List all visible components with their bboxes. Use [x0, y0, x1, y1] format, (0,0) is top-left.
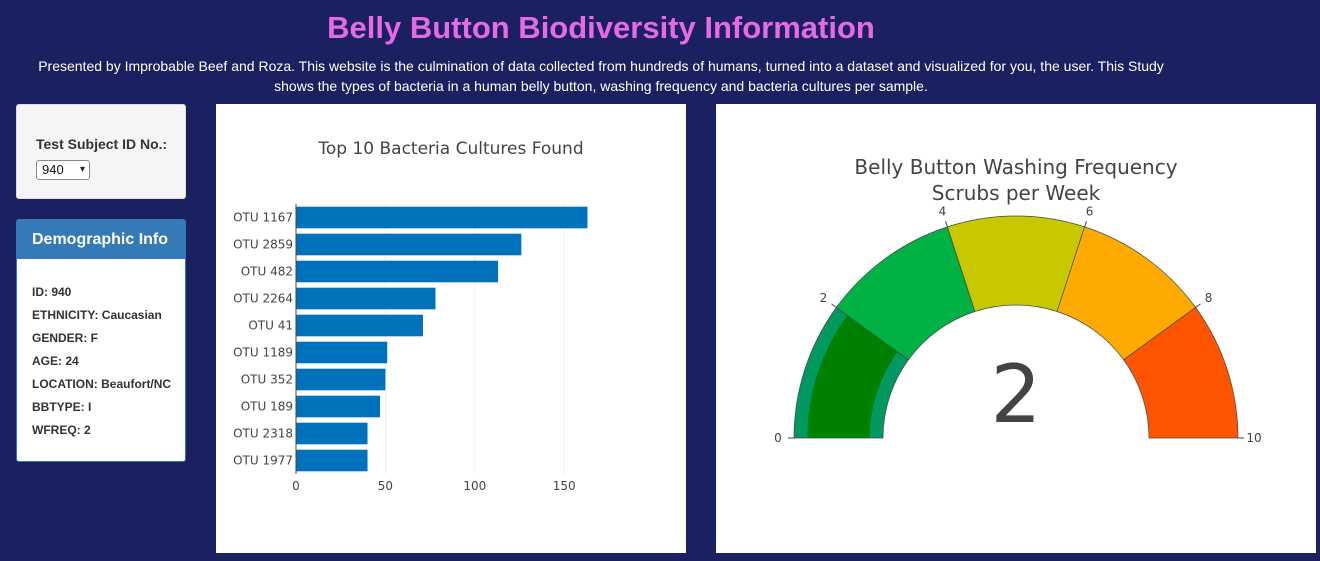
bar-chart-title: Top 10 Bacteria Cultures Found	[317, 139, 583, 159]
bar	[296, 422, 368, 445]
bar	[296, 233, 522, 256]
x-tick-label: 0	[292, 479, 300, 493]
demo-gender: GENDER: F	[32, 331, 98, 345]
gauge-tick-label: 10	[1246, 431, 1261, 445]
y-tick-label: OTU 352	[241, 373, 293, 387]
gauge-tick-label: 0	[774, 431, 782, 445]
y-tick-label: OTU 189	[241, 400, 293, 414]
demo-wfreq: WFREQ: 2	[32, 423, 91, 437]
y-tick-label: OTU 1189	[233, 346, 293, 360]
y-tick-label: OTU 2859	[233, 238, 293, 252]
y-tick-label: OTU 41	[248, 319, 293, 333]
demographic-info-heading: Demographic Info	[17, 220, 185, 259]
bar	[296, 368, 386, 391]
demographic-info-panel: Demographic Info ID: 940 ETHNICITY: Cauc…	[16, 219, 186, 462]
demo-id: ID: 940	[32, 285, 72, 299]
page-title: Belly Button Biodiversity Information	[327, 10, 875, 45]
subject-id-selected-value: 940	[42, 162, 64, 177]
bar	[296, 287, 436, 310]
subject-selector-label: Test Subject ID No.:	[36, 136, 168, 152]
demographic-info-body: ID: 940 ETHNICITY: Caucasian GENDER: F A…	[17, 259, 185, 446]
demo-ethnicity: ETHNICITY: Caucasian	[32, 308, 162, 322]
description-line-2: shows the types of bacteria in a human b…	[274, 78, 928, 94]
gauge-tick	[1195, 303, 1201, 308]
subject-id-dropdown[interactable]: 940 ▾	[36, 160, 90, 180]
gauge-tick	[1084, 221, 1087, 228]
demo-bbtype: BBTYPE: I	[32, 400, 92, 414]
y-tick-label: OTU 1167	[233, 211, 293, 225]
gauge-tick-label: 8	[1205, 291, 1213, 305]
demo-location: LOCATION: Beaufort/NC	[32, 377, 172, 391]
gauge-tick	[831, 303, 837, 308]
y-tick-label: OTU 1977	[233, 454, 293, 468]
bar	[296, 449, 368, 472]
y-tick-label: OTU 2264	[233, 292, 293, 306]
chevron-down-icon: ▾	[79, 164, 85, 175]
bar	[296, 314, 423, 337]
bar-chart[interactable]: Top 10 Bacteria Cultures Found 0 50 100 150…	[216, 104, 686, 553]
demo-age: AGE: 24	[32, 354, 79, 368]
x-tick-label: 50	[378, 479, 393, 493]
gauge-tick-label: 4	[939, 205, 947, 219]
gauge-chart[interactable]: Belly Button Washing Frequency Scrubs pe…	[716, 104, 1316, 553]
description-line-1: Presented by Improbable Beef and Roza. T…	[38, 58, 1164, 74]
gauge-tick	[945, 221, 948, 228]
bar-chart-panel: Top 10 Bacteria Cultures Found 0 50 100 150…	[216, 104, 686, 553]
gauge-chart-panel: Belly Button Washing Frequency Scrubs pe…	[716, 104, 1316, 553]
gauge-title-line-2: Scrubs per Week	[932, 181, 1101, 205]
gauge-title-line-1: Belly Button Washing Frequency	[854, 155, 1177, 179]
gauge-tick-label: 6	[1086, 205, 1094, 219]
gauge-tick-label: 2	[820, 291, 828, 305]
x-tick-label: 100	[463, 479, 486, 493]
bar	[296, 395, 381, 418]
bar	[296, 341, 388, 364]
bar	[296, 260, 499, 283]
page-description: Presented by Improbable Beef and Roza. T…	[20, 56, 1182, 96]
gauge-value-bar	[807, 315, 898, 438]
bar	[296, 206, 588, 229]
y-tick-label: OTU 482	[241, 265, 293, 279]
gauge-value-number: 2	[991, 348, 1042, 441]
x-tick-label: 150	[553, 479, 576, 493]
subject-selector-panel: Test Subject ID No.: 940 ▾	[16, 104, 186, 199]
y-tick-label: OTU 2318	[233, 427, 293, 441]
